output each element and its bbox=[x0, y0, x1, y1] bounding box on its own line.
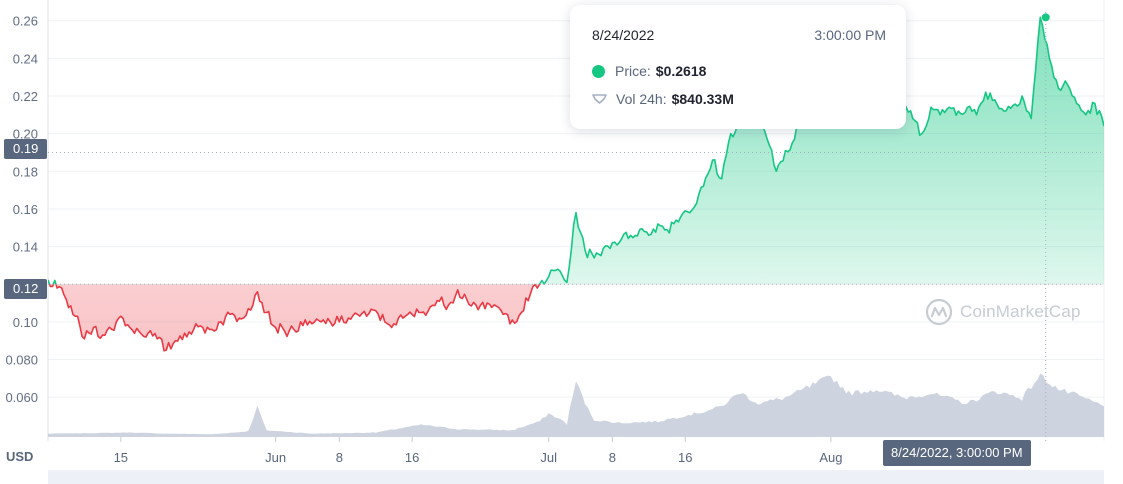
x-axis-ticks: 15 Jun 8 16 Jul 8 16 Aug bbox=[114, 437, 842, 465]
x-tick-label: Aug bbox=[819, 450, 842, 465]
price-line-down bbox=[48, 284, 545, 352]
x-tick-label: Jul bbox=[540, 450, 557, 465]
y-tick-label: 0.20 bbox=[13, 127, 38, 142]
watermark-text: CoinMarketCap bbox=[960, 302, 1081, 321]
x-tick-label: 16 bbox=[405, 450, 419, 465]
coinmarketcap-logo-icon bbox=[925, 298, 953, 326]
tooltip-volume-value: $840.33M bbox=[671, 91, 734, 107]
y-tick-label: 0.14 bbox=[13, 240, 38, 255]
tooltip-time: 3:00:00 PM bbox=[814, 27, 886, 43]
range-navigator[interactable] bbox=[48, 470, 1104, 484]
tooltip-date: 8/24/2022 bbox=[592, 27, 655, 43]
crosshair-price-badge: 0.19 bbox=[4, 139, 48, 159]
x-tick-label: Jun bbox=[265, 450, 286, 465]
tooltip-price-row: Price: $0.2618 bbox=[592, 63, 706, 79]
crosshair-guides bbox=[48, 12, 1104, 441]
x-tick-label: 16 bbox=[678, 450, 692, 465]
volume-series bbox=[48, 373, 1104, 437]
tooltip-volume-label: Vol 24h: bbox=[616, 91, 667, 107]
tooltip-price-label: Price: bbox=[615, 63, 651, 79]
crosshair-date-badge: 8/24/2022, 3:00:00 PM bbox=[883, 440, 1031, 466]
baseline-price-badge: 0.12 bbox=[4, 279, 48, 299]
volume-area bbox=[48, 373, 1104, 437]
y-tick-label: 0.26 bbox=[13, 14, 38, 29]
tooltip-price-value: $0.2618 bbox=[655, 63, 707, 79]
volume-icon bbox=[592, 94, 607, 104]
y-tick-label: 0.10 bbox=[13, 315, 38, 330]
y-tick-label: 0.24 bbox=[13, 51, 38, 66]
y-tick-label: 0.080 bbox=[5, 353, 38, 368]
y-tick-label: 0.060 bbox=[5, 390, 38, 405]
price-dot-icon bbox=[592, 64, 605, 78]
price-area-down bbox=[49, 284, 540, 351]
price-line-up bbox=[48, 16, 1104, 285]
x-tick-label: 8 bbox=[609, 450, 616, 465]
focus-point bbox=[1041, 13, 1050, 22]
x-tick-label: 8 bbox=[336, 450, 343, 465]
y-tick-label: 0.22 bbox=[13, 89, 38, 104]
tooltip-volume-row: Vol 24h: $840.33M bbox=[592, 91, 734, 107]
price-series bbox=[48, 16, 1104, 352]
watermark: CoinMarketCap bbox=[925, 298, 1081, 326]
y-tick-label: 0.18 bbox=[13, 164, 38, 179]
chart-tooltip: 8/24/2022 3:00:00 PM Price: $0.2618 Vol … bbox=[570, 5, 906, 129]
x-tick-label: 15 bbox=[114, 450, 128, 465]
currency-label: USD bbox=[6, 449, 34, 464]
y-axis-ticks: 0.0600.0800.100.120.140.160.180.200.220.… bbox=[5, 14, 38, 405]
y-tick-label: 0.16 bbox=[13, 202, 38, 217]
